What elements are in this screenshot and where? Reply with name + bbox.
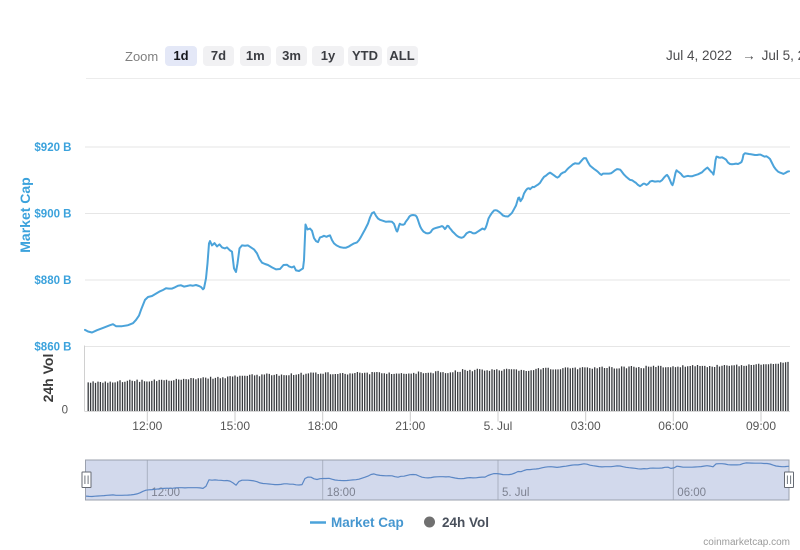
svg-text:5. Jul: 5. Jul	[502, 487, 530, 499]
svg-text:03:00: 03:00	[571, 419, 601, 433]
svg-text:06:00: 06:00	[677, 487, 706, 499]
svg-text:24h Vol: 24h Vol	[40, 354, 56, 403]
svg-text:5. Jul: 5. Jul	[484, 419, 513, 433]
svg-text:24h Vol: 24h Vol	[442, 515, 489, 530]
svg-text:15:00: 15:00	[220, 419, 250, 433]
svg-text:18:00: 18:00	[308, 419, 338, 433]
svg-text:$880 B: $880 B	[34, 275, 71, 287]
svg-text:09:00: 09:00	[746, 419, 776, 433]
svg-text:12:00: 12:00	[132, 419, 162, 433]
svg-text:06:00: 06:00	[658, 419, 688, 433]
svg-text:18:00: 18:00	[327, 487, 356, 499]
svg-text:0: 0	[62, 405, 68, 417]
svg-text:$860 B: $860 B	[34, 342, 71, 354]
svg-text:$900 B: $900 B	[34, 209, 71, 221]
svg-text:21:00: 21:00	[395, 419, 425, 433]
svg-text:coinmarketcap.com: coinmarketcap.com	[703, 537, 790, 548]
svg-text:Market Cap: Market Cap	[331, 515, 404, 530]
svg-text:12:00: 12:00	[151, 487, 180, 499]
svg-text:Market Cap: Market Cap	[17, 177, 33, 252]
svg-text:$920 B: $920 B	[34, 142, 71, 154]
